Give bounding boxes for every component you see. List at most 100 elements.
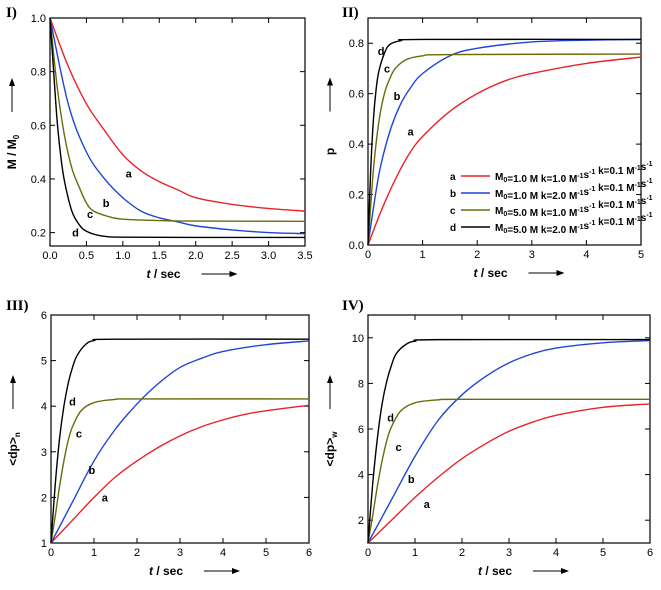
legend-key-c: c	[450, 206, 456, 217]
x-axis-arrowhead	[232, 568, 240, 574]
x-axis-label: t / sec	[149, 564, 183, 578]
y-tick-label: 0.6	[31, 120, 46, 132]
y-tick-label: 0.8	[31, 67, 46, 79]
series-line-b	[49, 17, 306, 235]
x-tick-label: 6	[306, 547, 312, 559]
curve-label-d: d	[378, 46, 385, 58]
plot-frame	[49, 17, 306, 247]
y-axis-label: p	[323, 148, 337, 155]
series-line-a	[49, 17, 306, 212]
series-line-a	[50, 404, 310, 544]
series-line-b	[367, 38, 642, 246]
series-line-b	[50, 340, 310, 544]
x-tick-label: 0	[365, 249, 371, 261]
y-tick-label: 3	[41, 447, 47, 459]
x-tick-label: 1.0	[115, 250, 130, 262]
curve-label-b: b	[408, 474, 415, 486]
series-line-c	[50, 398, 310, 544]
series-line-a	[367, 56, 642, 246]
x-tick-label: 3.0	[261, 250, 276, 262]
x-tick-label: 0.5	[79, 250, 94, 262]
x-tick-label: 1	[412, 547, 418, 559]
legend-text-b: M0=1.0 M k=2.0 M-1s-1 k=0.1 M-1s-1	[495, 178, 653, 202]
curve-label-a: a	[408, 127, 415, 139]
curve-label-c: c	[384, 63, 390, 75]
x-tick-label: 0	[48, 547, 54, 559]
y-tick-label: 0.8	[349, 38, 364, 50]
y-tick-label: 10	[352, 333, 364, 345]
legend-key-d: d	[450, 223, 456, 234]
series-line-a	[367, 403, 651, 544]
legend-key-a: a	[450, 172, 456, 183]
curve-label-b: b	[103, 198, 110, 210]
panel-I: I) 0.0 0.5 1.0 1.5 2.0 2.5 3.0 3.5 0.2 0.4 0.6 0.8 1…	[5, 5, 313, 281]
x-axis-label: t / sec	[146, 267, 180, 281]
legend-text-c: M0=5.0 M k=1.0 M-1s-1 k=0.1 M-1s-1	[495, 195, 653, 219]
curve-label-a: a	[102, 492, 109, 504]
y-axis-arrowhead	[10, 375, 16, 383]
x-tick-label: 3	[177, 547, 183, 559]
x-tick-label: 5	[638, 249, 644, 261]
y-axis-arrowhead	[9, 78, 15, 86]
curve-label-a: a	[424, 499, 431, 511]
curve-label-d: d	[69, 397, 76, 409]
x-tick-label: 3.5	[297, 250, 312, 262]
plot-frame	[367, 17, 642, 246]
curve-label-d: d	[72, 228, 79, 240]
x-tick-label: 0	[365, 547, 371, 559]
y-tick-label: 5	[41, 356, 47, 368]
x-tick-label: 3	[506, 547, 512, 559]
y-axis-label: M / M0	[5, 134, 21, 169]
series-line-d	[367, 338, 651, 544]
y-tick-label: 2	[358, 515, 364, 527]
x-tick-label: 2.0	[188, 250, 203, 262]
curve-label-b: b	[394, 91, 401, 103]
x-axis-label: t / sec	[473, 266, 507, 280]
y-tick-label: 4	[41, 401, 47, 413]
x-tick-label: 2.5	[224, 250, 239, 262]
series-line-d	[367, 38, 642, 246]
x-tick-label: 6	[647, 547, 653, 559]
y-tick-label: 0.4	[349, 139, 364, 151]
series-line-c	[367, 53, 642, 246]
series-line-d	[50, 338, 310, 544]
y-axis-label: <dp>w	[323, 431, 339, 467]
series-line-c	[367, 398, 651, 544]
x-tick-label: 5	[600, 547, 606, 559]
series-line-c	[49, 17, 306, 223]
x-tick-label: 4	[583, 249, 589, 261]
y-tick-label: 0.0	[349, 240, 364, 252]
curve-label-d: d	[387, 413, 394, 425]
y-tick-label: 0.4	[31, 174, 46, 186]
y-tick-label: 0.6	[349, 89, 364, 101]
y-axis-arrowhead	[327, 375, 333, 383]
x-tick-label: 0.0	[42, 250, 57, 262]
x-axis-label: t / sec	[478, 564, 512, 578]
panel-label: III)	[6, 298, 29, 314]
x-tick-label: 4	[220, 547, 226, 559]
curve-label-c: c	[76, 429, 82, 441]
y-tick-label: 8	[358, 378, 364, 390]
y-axis-label: <dp>n	[6, 432, 22, 466]
x-tick-label: 2	[474, 249, 480, 261]
panel-IV: IV) 0 1 2 3 4 5 6 2 4 6 8 10 t / sec <dp>w a b c d	[323, 298, 653, 578]
y-tick-label: 1	[41, 538, 47, 550]
legend-text-d: M0=5.0 M k=2.0 M-1s-1 k=0.1 M-1s-1	[495, 212, 653, 236]
panel-label: I)	[6, 5, 17, 21]
curve-label-b: b	[88, 465, 95, 477]
y-tick-label: 2	[41, 492, 47, 504]
curve-label-a: a	[126, 169, 133, 181]
series-line-b	[367, 339, 651, 544]
x-axis-arrowhead	[561, 568, 569, 574]
x-tick-label: 2	[134, 547, 140, 559]
y-tick-label: 6	[41, 310, 47, 322]
x-tick-label: 2	[459, 547, 465, 559]
x-tick-label: 1.5	[152, 250, 167, 262]
panel-label: II)	[342, 5, 359, 21]
x-axis-arrowhead	[229, 271, 238, 277]
series-line-d	[49, 17, 306, 239]
